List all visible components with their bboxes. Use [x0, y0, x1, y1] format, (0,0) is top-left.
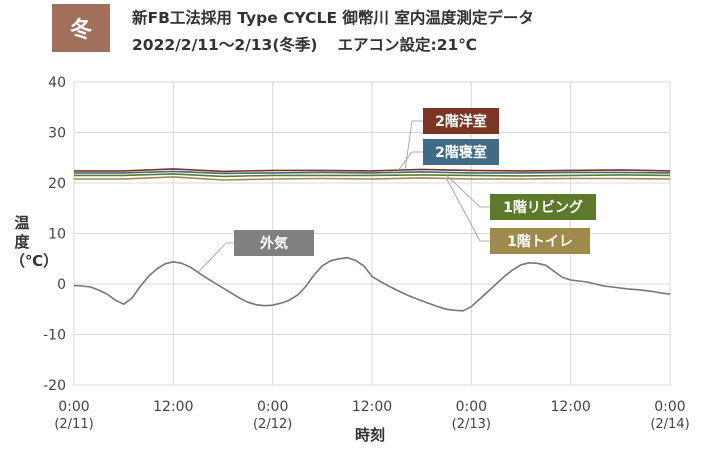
y-tick-label: 0: [57, 277, 66, 293]
series-label-text: 2階洋室: [435, 113, 487, 130]
y-tick-label: -20: [43, 378, 66, 394]
series-line: [74, 176, 671, 181]
series-line: [73, 256, 671, 312]
series-label-text: 外気: [260, 235, 288, 252]
x-tick-time: 0:00: [456, 399, 487, 415]
label-leader-line: [446, 174, 490, 208]
aircon-setting: エアコン設定:21℃: [337, 36, 478, 54]
measurement-period: 2022/2/11～2/13(冬季): [132, 36, 318, 54]
grid: [73, 81, 671, 386]
label-leader-line: [197, 242, 234, 273]
label-leader-line: [396, 151, 423, 173]
chart-title: 新FB工法採用 Type CYCLE 御幣川 室内温度測定データ: [132, 9, 534, 27]
series-lines: [73, 168, 671, 312]
series-label-text: 1階リビング: [503, 199, 583, 216]
series-label-text: 1階トイレ: [507, 233, 573, 250]
series-line: [74, 170, 671, 175]
y-tick-label: 20: [48, 176, 66, 192]
x-axis-label: 時刻: [354, 426, 385, 444]
x-tick-time: 0:00: [257, 399, 288, 415]
y-tick-label: 10: [48, 227, 66, 243]
chart-subtitle: 2022/2/11～2/13(冬季) エアコン設定:21℃: [132, 33, 477, 55]
y-axis-label: 温度（℃）: [10, 214, 59, 270]
x-tick-time: 0:00: [58, 399, 89, 415]
y-tick-label: 30: [48, 126, 66, 142]
series-label-box: [490, 194, 596, 220]
season-badge: 冬: [52, 4, 110, 52]
series-line: [74, 168, 671, 173]
x-tick-time: 0:00: [654, 399, 685, 415]
x-tick-time: 12:00: [550, 399, 590, 415]
y-tick-label: 40: [48, 75, 66, 91]
series-label-text: 2階寝室: [435, 144, 487, 161]
series-line: [74, 173, 671, 178]
label-leader-line: [404, 120, 423, 170]
y-tick-label: -10: [43, 328, 66, 344]
x-tick-date: (2/12): [253, 417, 292, 432]
x-tick-time: 12:00: [153, 399, 193, 415]
x-tick-date: (2/14): [650, 417, 689, 432]
axis-ticks: -20 -10 0 10 20 30 40 0:00 (2/11) 12:00 0:00 (2/12)…: [43, 75, 690, 432]
label-leader-line: [446, 178, 490, 242]
series-label-box: [490, 228, 590, 254]
series-label-box: [423, 139, 499, 165]
x-tick-date: (2/13): [452, 417, 491, 432]
x-tick-time: 12:00: [352, 399, 392, 415]
x-tick-date: (2/11): [54, 417, 93, 432]
series-label-box: [423, 108, 499, 134]
series-labels: 2階洋室 2階寝室 1階リビング 1階トイレ 外気: [197, 108, 596, 273]
series-label-box: [234, 230, 314, 256]
